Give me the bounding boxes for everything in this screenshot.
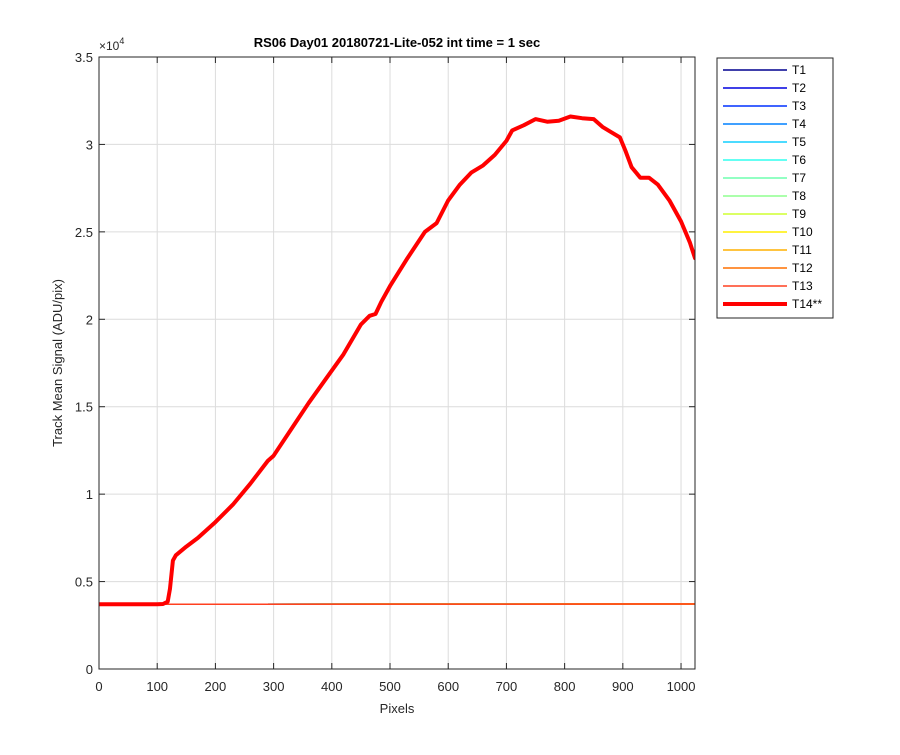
x-tick-label: 800 <box>554 679 576 694</box>
plot-series <box>99 117 695 605</box>
y-tick-label: 0 <box>86 662 93 677</box>
y-tick-label: 2 <box>86 312 93 327</box>
legend-label: T8 <box>792 189 806 203</box>
legend-label: T1 <box>792 63 806 77</box>
y-tick-label: 2.5 <box>75 225 93 240</box>
x-tick-label: 400 <box>321 679 343 694</box>
x-tick-label: 200 <box>205 679 227 694</box>
x-tick-label: 0 <box>95 679 102 694</box>
legend: T1 T2 T3 T4 T5 T6 T7 T8 T9 T10 T11 T12 T13 T14** <box>717 58 833 318</box>
x-tick-label: 700 <box>496 679 518 694</box>
legend-label: T4 <box>792 117 806 131</box>
legend-label: T14** <box>792 297 822 311</box>
legend-box <box>717 58 833 318</box>
y-axis-exponent: ×104 <box>99 36 124 53</box>
y-tick-label: 1 <box>86 487 93 502</box>
series-line-t14 <box>99 117 695 605</box>
chart-title: RS06 Day01 20180721-Lite-052 int time = … <box>254 35 541 50</box>
legend-label: T13 <box>792 279 813 293</box>
legend-label: T6 <box>792 153 806 167</box>
y-axis-title: Track Mean Signal (ADU/pix) <box>50 279 65 447</box>
legend-label: T2 <box>792 81 806 95</box>
x-axis-title: Pixels <box>380 701 415 716</box>
y-tick-label: 1.5 <box>75 400 93 415</box>
legend-label: T3 <box>792 99 806 113</box>
legend-label: T10 <box>792 225 813 239</box>
y-exponent-power: 4 <box>119 36 124 46</box>
axes-box <box>99 57 695 669</box>
x-tick-label: 1000 <box>667 679 696 694</box>
y-tick-label: 0.5 <box>75 575 93 590</box>
legend-label: T7 <box>792 171 806 185</box>
y-tick-label: 3 <box>86 137 93 152</box>
y-tick-label: 3.5 <box>75 50 93 65</box>
x-tick-label: 500 <box>379 679 401 694</box>
legend-label: T5 <box>792 135 806 149</box>
legend-label: T11 <box>792 243 812 257</box>
legend-label: T9 <box>792 207 806 221</box>
legend-label: T12 <box>792 261 813 275</box>
grid-lines <box>99 57 695 669</box>
y-exponent-base: ×10 <box>99 39 120 53</box>
x-tick-label: 900 <box>612 679 634 694</box>
x-tick-label: 600 <box>437 679 459 694</box>
x-tick-label: 300 <box>263 679 285 694</box>
x-tick-label: 100 <box>146 679 168 694</box>
